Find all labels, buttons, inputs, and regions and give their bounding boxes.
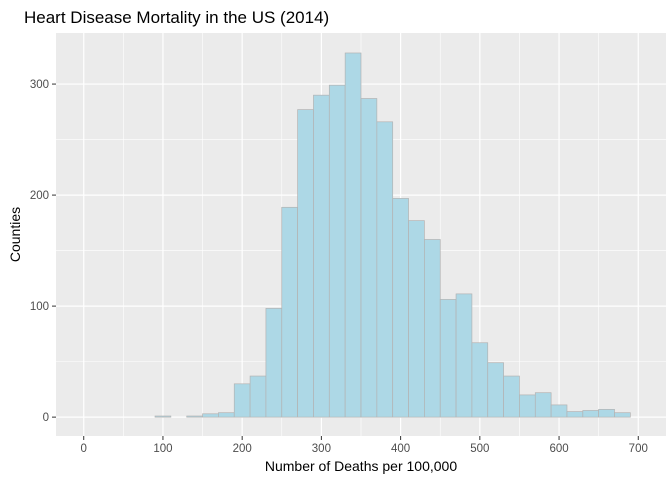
x-axis: 0 100 200 300 400 500 600 700 xyxy=(81,436,648,455)
y-tick-label: 0 xyxy=(43,412,49,424)
y-axis: 0 100 200 300 xyxy=(30,79,56,424)
histogram-bar xyxy=(233,383,251,418)
histogram-bar xyxy=(614,412,631,418)
histogram-bar xyxy=(202,413,219,418)
x-tick-label: 0 xyxy=(81,443,87,455)
histogram-bar xyxy=(376,121,394,418)
histogram-bar xyxy=(455,293,473,418)
histogram-bar xyxy=(519,394,536,418)
histogram-bar xyxy=(471,342,489,418)
histogram-bar xyxy=(249,375,267,418)
histogram-bar xyxy=(503,375,520,418)
histogram-bar xyxy=(328,84,346,418)
x-tick-label: 100 xyxy=(153,443,172,455)
histogram-bar xyxy=(218,412,235,418)
histogram-bar xyxy=(154,415,172,418)
histogram-bar xyxy=(566,411,584,418)
histogram-bar xyxy=(582,410,600,418)
histogram-bar xyxy=(297,109,314,418)
histogram-bar xyxy=(424,239,441,418)
histogram-bars xyxy=(154,52,631,418)
chart-title: Heart Disease Mortality in the US (2014) xyxy=(24,8,329,27)
y-tick-label: 300 xyxy=(30,79,49,91)
x-tick-label: 700 xyxy=(629,443,648,455)
histogram-bar xyxy=(534,392,552,418)
histogram-bar xyxy=(186,415,203,418)
histogram-bar xyxy=(487,362,504,418)
histogram-bar xyxy=(598,409,615,418)
y-tick-label: 100 xyxy=(30,301,49,313)
x-tick-label: 600 xyxy=(549,443,568,455)
x-tick-label: 500 xyxy=(470,443,489,455)
histogram-bar xyxy=(344,52,362,418)
histogram-bar xyxy=(550,404,568,418)
histogram-bar xyxy=(313,94,330,418)
y-axis-title: Counties xyxy=(7,207,23,262)
y-tick-label: 200 xyxy=(30,190,49,202)
histogram-bar xyxy=(439,299,457,418)
histogram-bar xyxy=(281,206,298,418)
x-tick-label: 200 xyxy=(233,443,252,455)
histogram-bar xyxy=(392,198,409,418)
x-axis-title: Number of Deaths per 100,000 xyxy=(265,458,457,474)
histogram-bar xyxy=(265,307,283,418)
histogram-bar xyxy=(360,98,378,418)
x-tick-label: 300 xyxy=(312,443,331,455)
histogram-bar xyxy=(408,220,425,418)
x-tick-label: 400 xyxy=(391,443,410,455)
